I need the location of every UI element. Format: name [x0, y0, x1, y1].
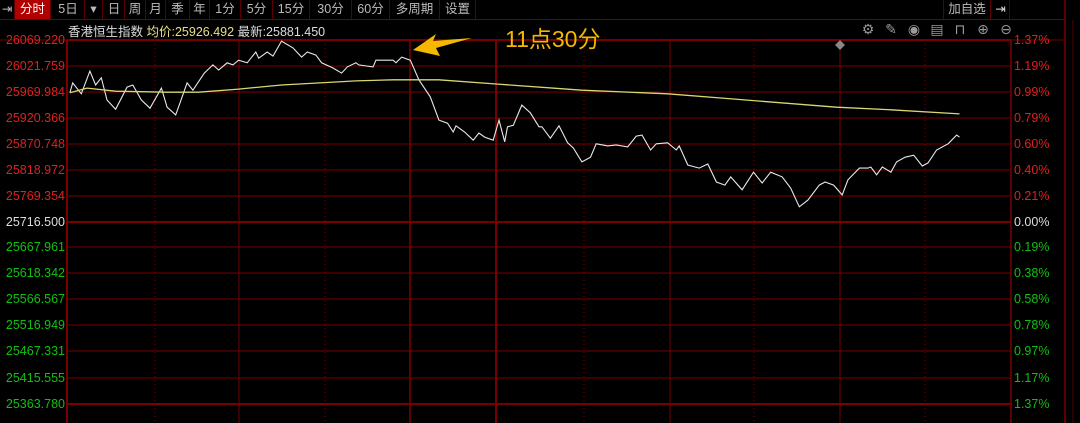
- period-tab-1[interactable]: 分时: [15, 0, 51, 19]
- period-tab-6[interactable]: 月: [146, 0, 166, 19]
- annotation-arrow: [413, 34, 472, 56]
- period-tab-7[interactable]: 季: [166, 0, 190, 19]
- avg-price-value: 25926.492: [174, 25, 235, 39]
- lock-icon[interactable]: ⊓: [954, 21, 966, 37]
- period-tab-14[interactable]: 多周期: [390, 0, 440, 19]
- period-tab-8[interactable]: 年: [190, 0, 210, 19]
- latest-price-value: 25881.450: [266, 25, 326, 39]
- period-tab-4[interactable]: 日: [104, 0, 125, 19]
- chart-header: 香港恒生指数 均价:25926.492 最新:25881.450: [68, 21, 325, 40]
- period-tab-9[interactable]: 1分: [210, 0, 241, 19]
- period-tab-10[interactable]: 5分: [241, 0, 273, 19]
- period-tab-11[interactable]: 15分: [273, 0, 310, 19]
- settings-icon[interactable]: ⚙: [861, 21, 875, 37]
- toolbox-icon[interactable]: ▤: [930, 21, 944, 37]
- period-tab-5[interactable]: 周: [125, 0, 146, 19]
- exit-icon[interactable]: ⇥: [992, 0, 1010, 19]
- add-to-watchlist-button[interactable]: 加自选: [943, 0, 991, 19]
- latest-price-label: 最新:: [237, 25, 267, 39]
- zoom-out-icon[interactable]: ⊖: [1000, 21, 1012, 37]
- zoom-in-icon[interactable]: ⊕: [977, 21, 989, 37]
- exit-icon[interactable]: ⇥: [0, 0, 15, 19]
- period-tab-2[interactable]: 5日: [52, 0, 85, 19]
- period-toolbar: ⇥ 分时 5日 ▾ 日周月季年 1分 5分 15分 30分 60分 多周期 设置: [0, 0, 1065, 20]
- price-line: [69, 40, 960, 208]
- period-tab-12[interactable]: 30分: [310, 0, 352, 19]
- avg-price-line: [69, 79, 960, 115]
- pen-icon[interactable]: ✎: [885, 21, 897, 37]
- index-name: 香港恒生指数: [68, 25, 144, 39]
- eye-icon[interactable]: ◉: [907, 21, 921, 37]
- dropdown-icon[interactable]: ▾: [85, 0, 103, 19]
- time-marker-diamond: [835, 40, 845, 50]
- avg-price-label: 均价:: [146, 25, 175, 39]
- period-tab-15[interactable]: 设置: [440, 0, 476, 19]
- period-tab-13[interactable]: 60分: [352, 0, 390, 19]
- annotation-label: 11点30分: [505, 26, 601, 52]
